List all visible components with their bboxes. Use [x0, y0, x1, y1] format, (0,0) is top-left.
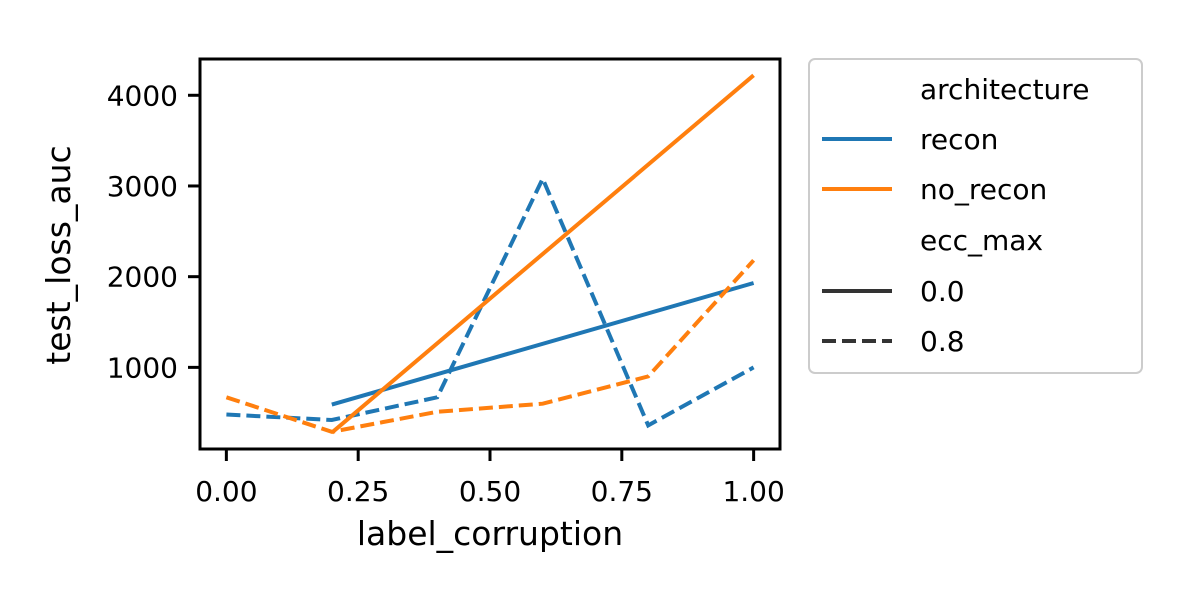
- x-tick-label: 1.00: [722, 475, 784, 508]
- y-tick-label: 1000: [107, 351, 178, 384]
- y-axis-label: test_loss_auc: [39, 145, 78, 364]
- series-line-recon-ecc-zero: [331, 281, 755, 407]
- legend-title-architecture: architecture: [920, 73, 1089, 106]
- legend-label-recon: recon: [920, 123, 998, 156]
- series-line-no-recon-ecc-zero: [330, 73, 755, 435]
- x-tick-label: 0.25: [327, 475, 389, 508]
- series-line-no-recon-ecc-high: [225, 258, 756, 434]
- legend-label-ecc-0-8: 0.8: [920, 325, 965, 358]
- x-axis-label: label_corruption: [357, 514, 623, 553]
- legend-label-ecc-0-0: 0.0: [920, 275, 965, 308]
- y-tick-label: 3000: [107, 170, 178, 203]
- y-tick-label: 2000: [107, 261, 178, 294]
- x-tick-label: 0.00: [195, 475, 257, 508]
- x-axis: 0.00 0.25 0.50 0.75 1.00: [195, 449, 785, 508]
- x-tick-label: 0.75: [591, 475, 653, 508]
- plot-frame: [198, 57, 782, 451]
- legend-title-ecc-max: ecc_max: [920, 224, 1043, 257]
- legend-box: [808, 58, 1143, 374]
- plot-lines: [225, 73, 756, 435]
- x-tick-label: 0.50: [459, 475, 521, 508]
- series-line-recon-ecc-high: [226, 173, 755, 429]
- legend-label-no-recon: no_recon: [920, 173, 1047, 206]
- y-tick-label: 4000: [107, 79, 178, 112]
- legend: architecture recon no_recon ecc_max 0.0 …: [808, 58, 1143, 374]
- y-axis: 1000 2000 3000 4000: [107, 79, 200, 384]
